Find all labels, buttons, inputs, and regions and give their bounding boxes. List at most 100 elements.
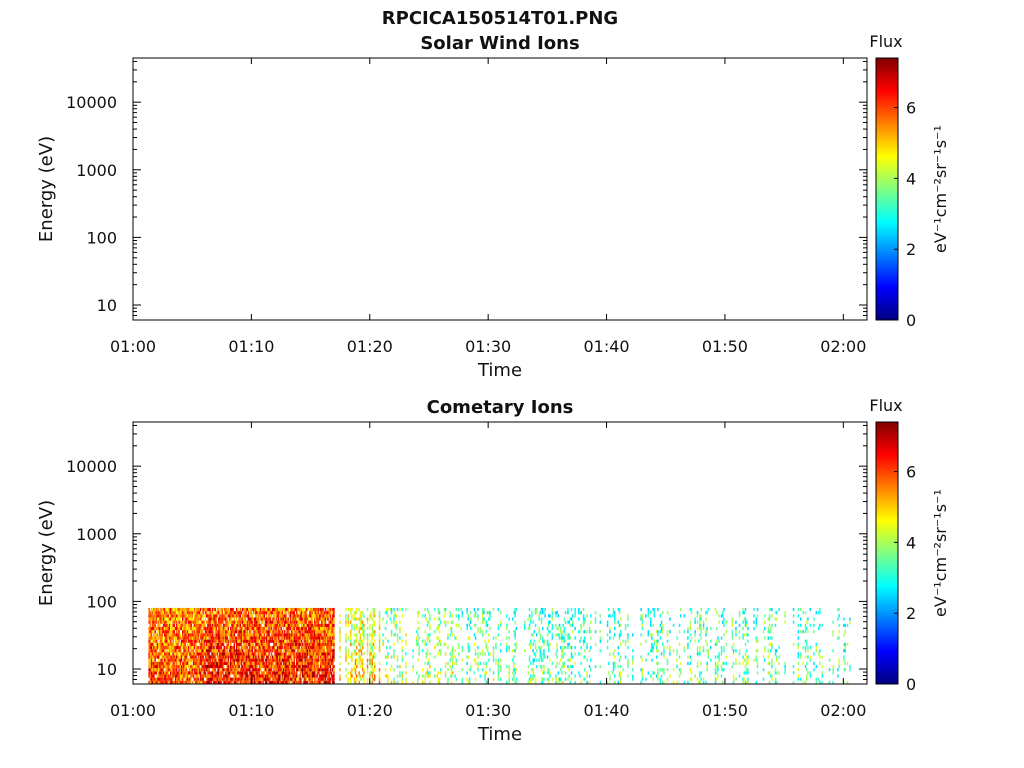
heatmap-cell	[215, 636, 218, 640]
heatmap-cell	[216, 664, 219, 669]
heatmap-cell	[273, 642, 275, 646]
heatmap-cell	[246, 664, 249, 669]
heatmap-cell	[311, 668, 314, 672]
heatmap-cell	[177, 674, 179, 678]
heatmap-cell	[246, 661, 249, 665]
heatmap-cell	[300, 642, 303, 646]
heatmap-cell	[358, 607, 360, 612]
heatmap-cell	[325, 626, 328, 631]
heatmap-cell	[300, 607, 303, 612]
heatmap-cell	[318, 652, 321, 656]
heatmap-cell	[223, 614, 226, 618]
heatmap-cell	[551, 611, 554, 615]
heatmap-cell	[373, 607, 376, 612]
heatmap-cell	[269, 611, 272, 615]
heatmap-cell	[291, 664, 293, 669]
heatmap-cell	[426, 668, 429, 672]
heatmap-cell	[287, 636, 290, 640]
heatmap-cell	[148, 620, 150, 624]
heatmap-cell	[399, 671, 401, 675]
heatmap-cell	[495, 661, 497, 665]
heatmap-cell	[166, 655, 168, 659]
heatmap-cell	[251, 620, 254, 624]
heatmap-cell	[156, 614, 159, 618]
heatmap-cell	[484, 674, 486, 678]
heatmap-cell	[689, 626, 692, 631]
heatmap-cell	[322, 636, 324, 640]
heatmap-cell	[239, 680, 242, 684]
heatmap-cell	[659, 680, 662, 684]
heatmap-cell	[184, 642, 186, 646]
heatmap-cell	[640, 607, 642, 612]
heatmap-cell	[233, 633, 236, 637]
heatmap-cell	[204, 664, 207, 669]
heatmap-cell	[256, 674, 258, 678]
heatmap-cell	[216, 680, 219, 684]
heatmap-cell	[347, 661, 350, 665]
heatmap-cell	[624, 639, 627, 643]
heatmap-cell	[276, 614, 279, 618]
heatmap-cell	[241, 677, 244, 681]
heatmap-cell	[255, 611, 257, 615]
heatmap-cell	[649, 633, 652, 637]
heatmap-cell	[360, 677, 363, 681]
heatmap-cell	[234, 677, 237, 681]
heatmap-cell	[538, 639, 540, 643]
heatmap-cell	[222, 649, 225, 653]
heatmap-cell	[259, 639, 262, 643]
heatmap-cell	[199, 630, 202, 634]
heatmap-cell	[497, 626, 500, 631]
heatmap-cell	[179, 611, 182, 615]
heatmap-cell	[192, 645, 195, 650]
heatmap-cell	[165, 630, 167, 634]
heatmap-cell	[213, 645, 215, 650]
heatmap-cell	[168, 617, 171, 621]
heatmap-cell	[322, 626, 324, 631]
heatmap-cell	[196, 658, 198, 662]
heatmap-cell	[327, 664, 329, 669]
heatmap-cell	[329, 636, 332, 640]
heatmap-cell	[178, 639, 180, 643]
heatmap-cell	[267, 633, 269, 637]
heatmap-cell	[451, 655, 454, 659]
heatmap-cell	[282, 652, 285, 656]
heatmap-cell	[541, 626, 544, 631]
x-tick-label: 01:30	[465, 337, 511, 356]
heatmap-cell	[174, 607, 177, 612]
heatmap-cell	[204, 607, 207, 612]
heatmap-cell	[355, 639, 358, 643]
heatmap-cell	[322, 658, 324, 662]
heatmap-cell	[457, 614, 460, 618]
heatmap-cell	[195, 658, 197, 662]
heatmap-cell	[640, 614, 642, 618]
heatmap-cell	[497, 607, 500, 612]
heatmap-cell	[233, 645, 236, 650]
heatmap-cell	[204, 649, 207, 653]
heatmap-cell	[310, 639, 312, 643]
heatmap-cell	[583, 639, 586, 643]
heatmap-cell	[310, 636, 312, 640]
heatmap-cell	[197, 664, 200, 669]
heatmap-cell	[205, 645, 208, 650]
heatmap-cell	[429, 617, 431, 621]
heatmap-cell	[310, 607, 312, 612]
heatmap-cell	[153, 680, 155, 684]
heatmap-cell	[281, 652, 284, 656]
heatmap-cell	[189, 642, 191, 646]
heatmap-cell	[148, 617, 150, 621]
heatmap-cell	[683, 680, 686, 684]
heatmap-cell	[259, 649, 262, 653]
heatmap-cell	[700, 607, 702, 612]
heatmap-cell	[189, 645, 191, 650]
heatmap-cell	[161, 626, 164, 631]
heatmap-cell	[234, 674, 237, 678]
heatmap-cell	[310, 630, 312, 634]
heatmap-cell	[150, 607, 153, 612]
heatmap-cell	[399, 674, 401, 678]
heatmap-cell	[191, 674, 194, 678]
heatmap-cell	[514, 620, 516, 624]
heatmap-cell	[619, 623, 622, 627]
heatmap-cell	[174, 645, 177, 650]
heatmap-cell	[208, 633, 210, 637]
heatmap-cell	[271, 664, 274, 669]
